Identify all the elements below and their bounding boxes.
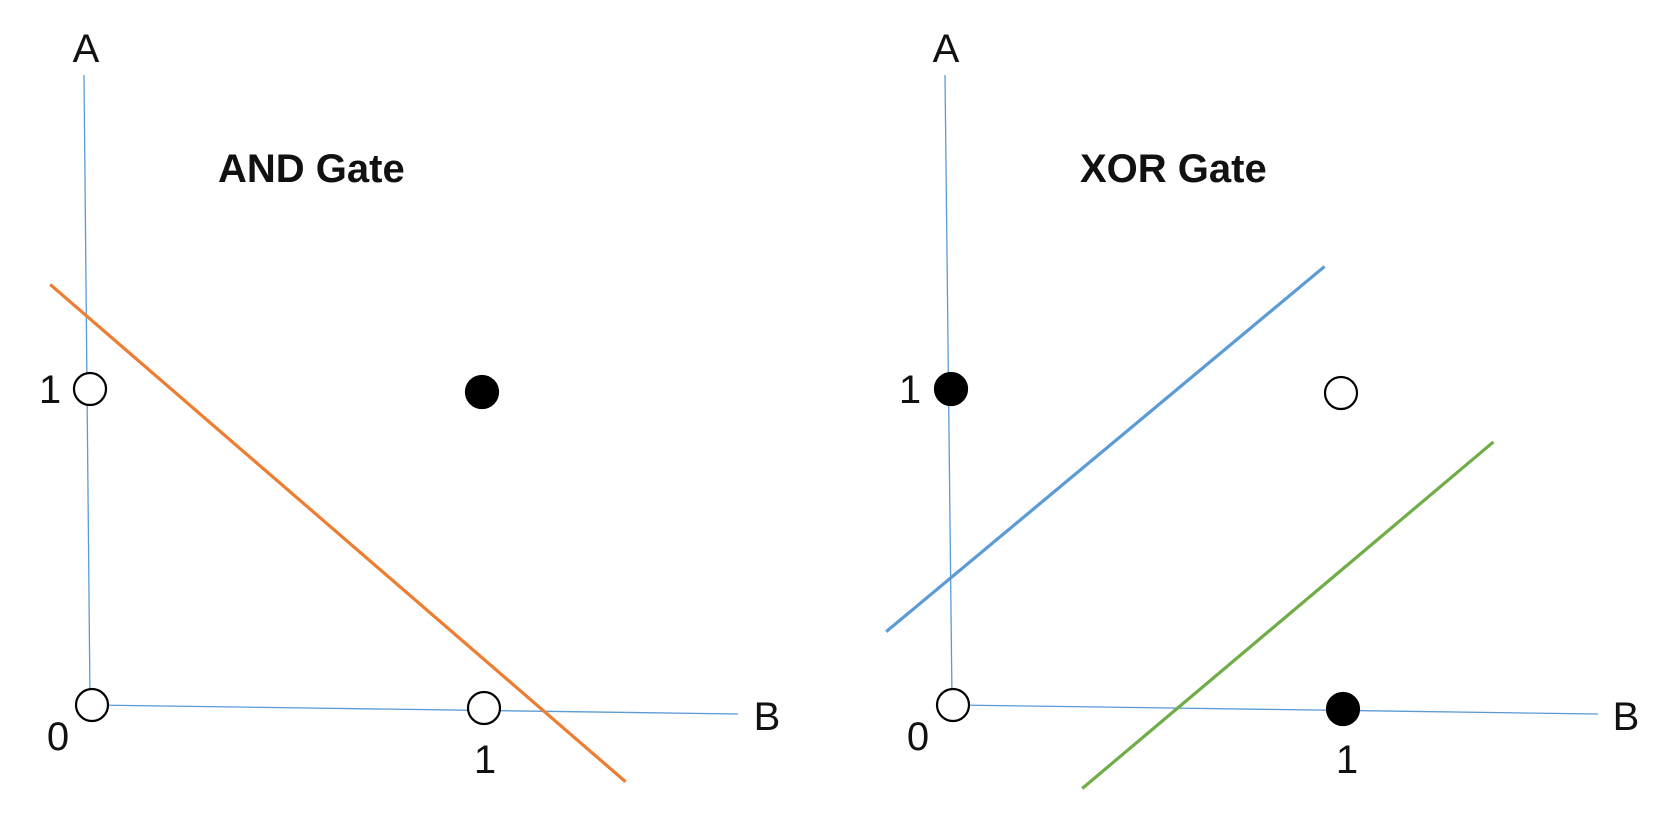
and-b-one-label: 1	[474, 738, 496, 782]
xor-a-one-label: 1	[899, 368, 921, 412]
and-a-axis-label: A	[73, 27, 100, 71]
xor-gate-title: XOR Gate	[1080, 147, 1267, 191]
xor-b-axis-label: B	[1613, 695, 1640, 739]
and-point-b1-a0-hollow	[466, 690, 502, 726]
xor-origin-label: 0	[907, 715, 929, 759]
xor-point-b0-a0-hollow	[935, 687, 971, 723]
xor-gate-panel: A B 0 1 1 XOR Gate	[885, 27, 1640, 790]
xor-separators	[885, 265, 1495, 790]
and-gate-panel: A B 0 1 1 AND Gate	[39, 27, 781, 783]
xor-point-b0-a1-filled	[933, 371, 969, 407]
xor-point-b1-a1-hollow	[1323, 375, 1359, 411]
xor-b-one-label: 1	[1336, 738, 1358, 782]
and-b-axis	[91, 704, 739, 715]
xor-separator-line-2	[1081, 440, 1495, 790]
and-origin-label: 0	[47, 715, 69, 759]
and-point-b0-a1-hollow	[72, 371, 108, 407]
and-point-b0-a0-hollow	[74, 687, 110, 723]
and-a-one-label: 1	[39, 368, 61, 412]
and-point-b1-a1-filled	[464, 374, 500, 410]
xor-b-axis	[954, 704, 1599, 715]
and-b-axis-label: B	[754, 695, 781, 739]
and-gate-title: AND Gate	[218, 147, 405, 191]
xor-point-b1-a0-filled	[1325, 691, 1361, 727]
and-separator-line-1	[49, 283, 627, 783]
xor-a-axis-label: A	[933, 27, 960, 71]
xor-separator-line-1	[885, 265, 1326, 633]
xor-points	[933, 371, 1361, 727]
and-points	[72, 371, 502, 726]
and-separators	[49, 283, 627, 783]
